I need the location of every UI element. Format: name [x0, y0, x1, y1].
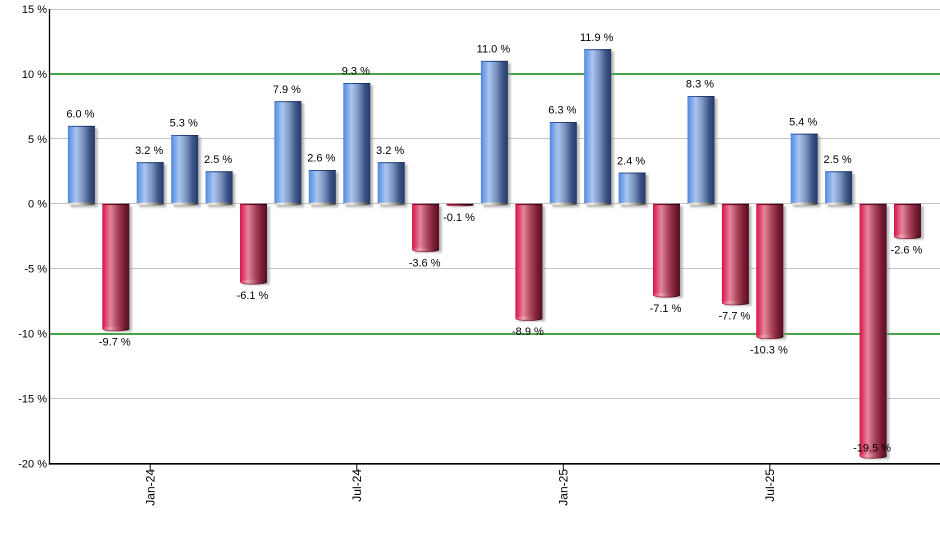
svg-text:Jan-25: Jan-25 — [557, 469, 571, 506]
svg-text:2.4 %: 2.4 % — [617, 155, 645, 167]
svg-text:-3.6 %: -3.6 % — [409, 257, 441, 269]
svg-text:Jan-24: Jan-24 — [143, 469, 157, 506]
svg-text:3.2 %: 3.2 % — [135, 145, 163, 157]
svg-text:9.3 %: 9.3 % — [342, 66, 370, 78]
svg-text:-10 %: -10 % — [18, 329, 47, 341]
svg-text:-10.3 %: -10.3 % — [750, 344, 788, 356]
svg-text:-19.5 %: -19.5 % — [853, 443, 891, 455]
svg-text:-7.1 %: -7.1 % — [650, 303, 682, 315]
svg-text:2.5 %: 2.5 % — [204, 154, 232, 166]
svg-text:0 %: 0 % — [28, 199, 47, 211]
svg-text:8.3 %: 8.3 % — [686, 79, 714, 91]
svg-text:6.3 %: 6.3 % — [548, 105, 576, 117]
svg-text:3.2 %: 3.2 % — [376, 145, 404, 157]
svg-text:-9.7 %: -9.7 % — [99, 337, 131, 349]
svg-text:-8.9 %: -8.9 % — [512, 326, 544, 338]
svg-text:2.5 %: 2.5 % — [824, 154, 852, 166]
svg-text:5 %: 5 % — [28, 134, 47, 146]
svg-text:5.4 %: 5.4 % — [789, 116, 817, 128]
svg-text:-5 %: -5 % — [24, 264, 47, 276]
svg-text:2.6 %: 2.6 % — [307, 153, 335, 165]
svg-text:6.0 %: 6.0 % — [66, 109, 94, 121]
svg-text:-0.1 %: -0.1 % — [443, 212, 475, 224]
svg-text:-6.1 %: -6.1 % — [237, 290, 269, 302]
svg-text:-2.6 %: -2.6 % — [891, 244, 923, 256]
svg-text:7.9 %: 7.9 % — [273, 84, 301, 96]
svg-text:11.0 %: 11.0 % — [477, 44, 511, 56]
svg-text:-15 %: -15 % — [18, 394, 47, 406]
svg-text:Jul-25: Jul-25 — [763, 469, 777, 502]
svg-text:5.3 %: 5.3 % — [170, 118, 198, 130]
svg-text:11.9 %: 11.9 % — [580, 32, 614, 44]
svg-text:15 %: 15 % — [22, 4, 47, 16]
svg-text:-20 %: -20 % — [18, 459, 47, 471]
svg-text:-7.7 %: -7.7 % — [719, 311, 751, 323]
svg-text:10 %: 10 % — [22, 69, 47, 81]
svg-text:Jul-24: Jul-24 — [350, 469, 364, 502]
